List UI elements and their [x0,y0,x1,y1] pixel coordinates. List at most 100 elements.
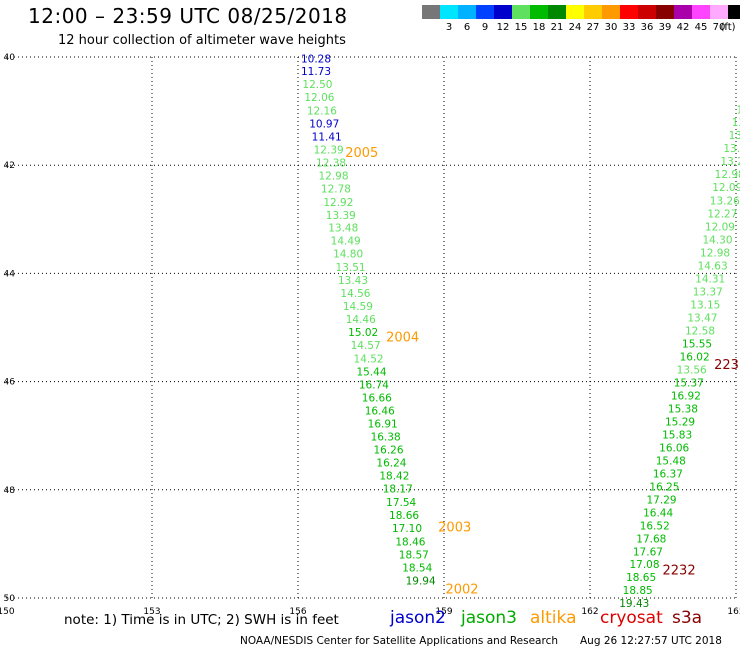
scale-label: 9 [481,22,489,33]
swh-value: 1 [737,104,740,116]
swh-value: 16.06 [659,442,689,454]
swh-value: 13.43 [338,275,368,287]
scale-swatch [620,5,638,19]
scale-unit: (ft) [720,22,736,33]
swh-value: 13.47 [687,313,717,325]
swh-value: 13.26 [710,196,740,208]
swh-value: 14.31 [695,274,725,286]
scale-label: 42 [676,22,690,33]
swh-value: 15.38 [668,403,698,415]
lat-lon-grid [6,56,737,599]
footer-credit: NOAA/NESDIS Center for Satellite Applica… [240,635,558,647]
lat-tick-label: 46 [4,378,16,388]
scale-label: 33 [622,22,636,33]
scale-swatch [566,5,584,19]
scale-label: 36 [640,22,654,33]
swh-value: 15.02 [348,327,378,339]
pass-number: 2003 [438,520,471,535]
scale-label: 6 [463,22,471,33]
swh-value: 16.66 [362,393,392,405]
swh-value: 17.68 [636,533,666,545]
swh-value: 11.73 [301,66,331,78]
swh-value: 13 [732,117,740,129]
lon-tick-label: 165 [727,607,740,617]
swh-value: 13.4 [723,143,740,155]
scale-label: 18 [532,22,546,33]
swh-value: 16.91 [368,419,398,431]
footer-timestamp: Aug 26 12:27:57 UTC 2018 [580,635,722,647]
swh-value: 17.54 [386,497,416,509]
pass-number: 2002 [445,583,478,598]
swh-value: 12.50 [302,79,332,91]
swh-value: 12.39 [314,144,344,156]
swh-value: 14.52 [354,354,384,366]
swh-value: 15.83 [662,429,692,441]
swh-value: 18.85 [623,585,653,597]
swh-value: 17.08 [629,559,659,571]
scale-swatch [422,5,440,19]
legend-altika: altika [530,608,577,628]
legend-jason3: jason3 [461,608,517,628]
swh-value: 14.57 [351,340,381,352]
altimeter-tracks: 10.2811.7312.5012.0612.1610.9711.4112.39… [301,53,740,610]
scale-swatch [602,5,620,19]
scale-label: 39 [658,22,672,33]
scale-label: 24 [568,22,582,33]
swh-value: 14.80 [333,249,363,261]
swh-value: 13.39 [326,210,356,222]
swh-value: 15.44 [356,367,386,379]
swh-value: 15.48 [656,455,686,467]
swh-value: 12.58 [685,326,715,338]
scale-swatch [674,5,692,19]
track-east: 11313.13.413.212.9812.0913.2612.2712.091… [619,104,740,610]
scale-swatch [548,5,566,19]
scale-label: 21 [550,22,564,33]
swh-value: 12.78 [321,183,351,195]
swh-value: 12.06 [304,92,334,104]
swh-value: 13.56 [677,364,707,376]
lon-tick-label: 162 [581,607,598,617]
footer-note: note: 1) Time is in UTC; 2) SWH is in fe… [64,612,339,628]
pass-number-labels: 2005 2004 2003 2002 2231 2232 [345,146,740,598]
page-subtitle: 12 hour collection of altimeter wave hei… [58,33,346,48]
scale-swatch [494,5,512,19]
axis-tick-labels: 150 153 156 159 162 165 40 42 44 46 48 50 [0,53,740,617]
track-west: 10.2811.7312.5012.0612.1610.9711.4112.39… [301,53,436,587]
swh-value: 16.52 [640,520,670,532]
swh-value: 18.54 [402,562,432,574]
scale-label: 45 [694,22,708,33]
swh-value: 12.09 [712,182,740,194]
scale-swatch [512,5,530,19]
swh-value: 14.56 [340,288,370,300]
pass-number: 2004 [386,331,419,346]
swh-value: 16.26 [373,445,403,457]
swh-value: 18.46 [395,537,425,549]
scale-swatch [656,5,674,19]
swh-value: 13. [729,130,740,142]
swh-value: 12.09 [705,222,735,234]
swh-value: 16.46 [365,406,395,418]
swh-value: 12.27 [707,209,737,221]
swh-value: 13.2 [720,156,740,168]
swh-value: 12.92 [323,197,353,209]
scale-label: 15 [514,22,528,33]
lat-tick-label: 40 [4,53,16,63]
swh-value: 19.43 [619,598,649,610]
lon-tick-label: 159 [435,607,452,617]
scale-swatch [584,5,602,19]
swh-value: 17.29 [647,494,677,506]
scale-swatch [440,5,458,19]
scale-swatch [710,5,728,19]
legend-jason2: jason2 [390,608,446,628]
swh-value: 14.46 [346,314,376,326]
swh-value: 14.30 [702,235,732,247]
legend-s3a: s3a [672,608,703,628]
swh-value: 16.02 [680,352,710,364]
swh-value: 18.66 [389,510,419,522]
scale-swatch [476,5,494,19]
scale-swatch [638,5,656,19]
swh-value: 16.38 [371,432,401,444]
swh-value: 17.67 [633,546,663,558]
swh-value: 14.49 [331,236,361,248]
